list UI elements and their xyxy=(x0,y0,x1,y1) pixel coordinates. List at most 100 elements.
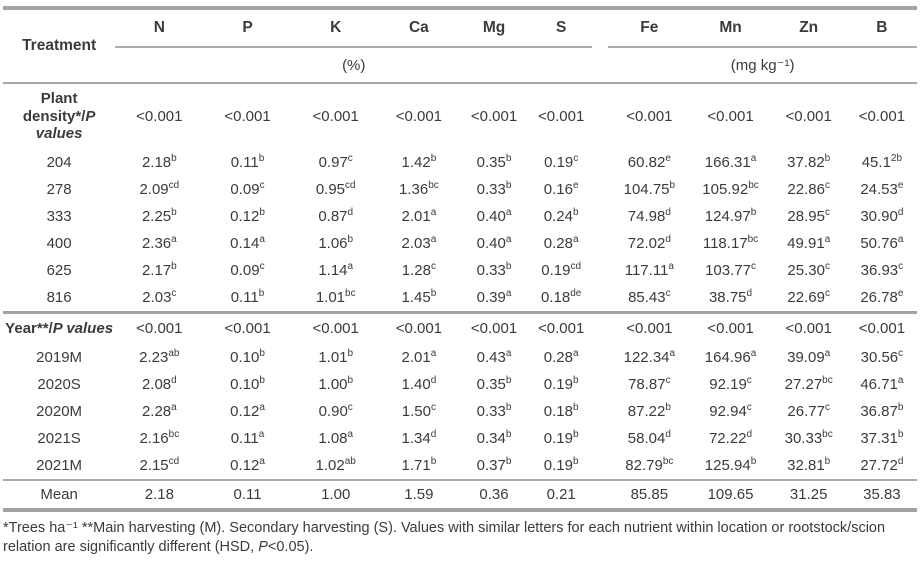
table-row: 2020M 2.28a 0.12a 0.90c 1.50c 0.33b 0.18b 87.22… xyxy=(3,398,917,425)
value-cell: 26.77c xyxy=(771,398,847,425)
mean-value-cell: 85.85 xyxy=(608,478,691,512)
value-cell: 122.34a xyxy=(608,344,690,371)
value-cell: 0.28a xyxy=(530,344,592,371)
significance-letter: a xyxy=(750,153,757,165)
significance-letter: b xyxy=(572,207,579,219)
column-gap xyxy=(592,452,608,480)
cell-value: 1.34 xyxy=(401,429,431,447)
value-cell: 1.08a xyxy=(292,425,380,452)
table-body: Plant density*/P values <0.001 <0.001 <0.00… xyxy=(3,83,917,512)
significance-letter: b xyxy=(430,153,437,165)
value-cell: 24.53e xyxy=(847,176,917,203)
significance-letter: b xyxy=(572,428,579,440)
cell-value: 105.92 xyxy=(702,181,749,199)
value-cell: 30.33bc xyxy=(771,425,847,452)
significance-letter: c xyxy=(824,261,830,273)
cell-value: 0.09 xyxy=(230,262,260,280)
significance-letter: c xyxy=(824,401,830,413)
section-label-italic: P values xyxy=(52,320,114,338)
table-row: 2021M 2.15cd 0.12a 1.02ab 1.71b 0.37b 0.19b 82.… xyxy=(3,452,917,480)
cell-value: 92.94 xyxy=(709,402,747,420)
col-header-Zn: Zn xyxy=(770,8,847,48)
significance-letter: b xyxy=(669,180,676,192)
table-row: 204 2.18b 0.11b 0.97c 1.42b 0.35b 0.19c 60.82e 1… xyxy=(3,149,917,176)
significance-letter: bc xyxy=(822,428,833,440)
column-gap xyxy=(592,149,608,176)
significance-letter: c xyxy=(746,401,752,413)
significance-letter: b xyxy=(347,347,354,359)
value-cell: 0.11b xyxy=(203,149,291,176)
significance-letter: c xyxy=(824,180,830,192)
cell-value: 0.10 xyxy=(230,348,260,366)
cell-value: 0.12 xyxy=(230,456,260,474)
significance-letter: a xyxy=(505,207,512,219)
cell-value: 74.98 xyxy=(627,208,666,226)
p-value-cell: <0.001 xyxy=(690,311,771,344)
significance-letter: cd xyxy=(345,180,356,192)
cell-value: 35.83 xyxy=(863,485,901,503)
column-gap xyxy=(592,478,609,512)
table-row: 2020S 2.08d 0.10b 1.00b 1.40d 0.35b 0.19b 78.87… xyxy=(3,371,917,398)
value-cell: 0.34b xyxy=(458,425,530,452)
significance-letter: a xyxy=(505,347,512,359)
significance-letter: d xyxy=(746,428,753,440)
row-label: 278 xyxy=(46,181,72,199)
significance-letter: c xyxy=(573,153,579,165)
cell-value: 1.14 xyxy=(318,262,348,280)
significance-letter: b xyxy=(505,455,512,467)
significance-letter: b xyxy=(430,455,437,467)
cell-value: 2.01 xyxy=(401,208,431,226)
value-cell: 37.82b xyxy=(771,149,847,176)
cell-value: 0.35 xyxy=(476,375,506,393)
row-label: 333 xyxy=(46,208,72,226)
cell-value: 0.37 xyxy=(476,456,506,474)
cell-value: 0.19 xyxy=(544,154,574,172)
significance-letter: b xyxy=(572,374,579,386)
significance-letter: bc xyxy=(345,288,356,300)
cell-value: 72.22 xyxy=(708,429,747,447)
significance-letter: b xyxy=(750,455,757,467)
header-row-elements: Treatment N P K Ca Mg S Fe Mn Zn B xyxy=(3,8,917,84)
value-cell: 104.75b xyxy=(608,176,690,203)
cell-value: 117.11 xyxy=(624,262,669,280)
significance-letter: a xyxy=(259,455,265,467)
column-gap xyxy=(592,425,608,452)
cell-value: 39.09 xyxy=(787,348,825,366)
section-header-row: Year**/P values <0.001 <0.001 <0.001 <0.001 <… xyxy=(3,311,917,344)
value-cell: 0.43a xyxy=(458,344,530,371)
value-cell: 36.87b xyxy=(847,398,917,425)
cell-value: 36.87 xyxy=(860,402,898,420)
significance-letter: d xyxy=(897,207,904,219)
section-header-row: Plant density*/P values <0.001 <0.001 <0.00… xyxy=(3,83,917,149)
cell-value: 0.28 xyxy=(543,348,573,366)
value-cell: 103.77c xyxy=(690,257,770,284)
significance-letter: a xyxy=(669,347,676,359)
table-row: 2021S 2.16bc 0.11a 1.08a 1.34d 0.34b 0.19b 58.0… xyxy=(3,425,917,452)
value-cell: 2.36a xyxy=(115,230,203,257)
table-row: 625 2.17b 0.09c 1.14a 1.28c 0.33b 0.19cd 117.11… xyxy=(3,257,917,284)
value-cell: 60.82e xyxy=(608,149,690,176)
significance-letter: bc xyxy=(662,455,674,467)
significance-letter: e xyxy=(665,153,671,165)
significance-letter: d xyxy=(665,207,671,219)
value-cell: 30.56c xyxy=(847,344,917,371)
cell-value: 24.53 xyxy=(860,181,898,199)
cell-value: 30.33 xyxy=(784,429,823,447)
value-cell: 2.01a xyxy=(380,203,458,230)
value-cell: 0.40a xyxy=(458,203,530,230)
significance-letter: c xyxy=(898,261,904,273)
value-cell: 1.14a xyxy=(292,257,380,284)
significance-letter: a xyxy=(668,261,674,273)
significance-letter: b xyxy=(505,153,512,165)
significance-letter: b xyxy=(505,374,512,386)
value-cell: 2.28a xyxy=(115,398,203,425)
significance-letter: b xyxy=(505,180,512,192)
value-cell: 1.00b xyxy=(292,371,380,398)
value-cell: 0.90c xyxy=(292,398,380,425)
value-cell: 32.81b xyxy=(771,452,847,480)
significance-letter: c xyxy=(259,261,265,273)
cell-value: 1.42 xyxy=(401,154,431,172)
p-value-cell: <0.001 xyxy=(470,108,518,126)
row-label: 2021M xyxy=(36,456,83,474)
significance-letter: b xyxy=(258,288,265,300)
